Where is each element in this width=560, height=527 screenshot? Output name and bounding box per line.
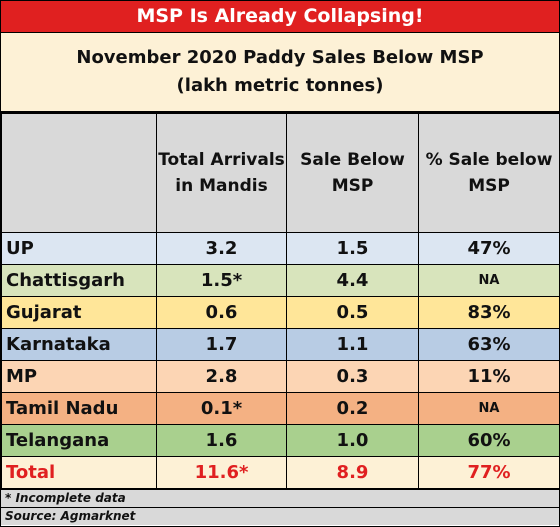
table-body: UP 3.2 1.5 47% Chattisgarh 1.5* 4.4 NA Gujarat 0.… — [1, 232, 560, 489]
table-subtitle: (lakh metric tonnes) — [176, 75, 384, 96]
table-row: Karnataka 1.7 1.1 63% — [1, 328, 560, 361]
table-row: Gujarat 0.6 0.5 83% — [1, 296, 560, 329]
table-row: UP 3.2 1.5 47% — [1, 232, 560, 265]
column-header-percent: % Sale below MSP — [418, 113, 560, 233]
below-msp-cell: 0.3 — [286, 360, 419, 393]
below-msp-cell: 0.5 — [286, 296, 419, 329]
below-msp-cell: 0.2 — [286, 392, 419, 425]
state-cell: Total — [1, 456, 157, 489]
state-cell: Telangana — [1, 424, 157, 457]
below-msp-cell: 4.4 — [286, 264, 419, 297]
percent-cell: 11% — [418, 360, 560, 393]
column-header-below-msp: Sale Below MSP — [286, 113, 419, 233]
percent-cell: 83% — [418, 296, 560, 329]
percent-cell: 77% — [418, 456, 560, 489]
percent-cell: NA — [418, 264, 560, 297]
arrivals-cell: 1.6 — [156, 424, 287, 457]
table-title-box: November 2020 Paddy Sales Below MSP (lak… — [1, 33, 559, 113]
state-cell: Chattisgarh — [1, 264, 157, 297]
header-row: Total Arrivals in Mandis Sale Below MSP … — [1, 113, 560, 233]
footnote-incomplete: * Incomplete data — [1, 489, 559, 507]
total-row: Total 11.6* 8.9 77% — [1, 456, 560, 489]
column-header-state — [1, 113, 157, 233]
data-table: Total Arrivals in Mandis Sale Below MSP … — [1, 113, 560, 489]
state-cell: UP — [1, 232, 157, 265]
percent-cell: 47% — [418, 232, 560, 265]
arrivals-cell: 0.1* — [156, 392, 287, 425]
table-title: November 2020 Paddy Sales Below MSP — [76, 47, 484, 68]
below-msp-cell: 1.5 — [286, 232, 419, 265]
state-cell: Gujarat — [1, 296, 157, 329]
table-row: Telangana 1.6 1.0 60% — [1, 424, 560, 457]
column-header-arrivals: Total Arrivals in Mandis — [156, 113, 287, 233]
table-row: MP 2.8 0.3 11% — [1, 360, 560, 393]
arrivals-cell: 11.6* — [156, 456, 287, 489]
table-row: Chattisgarh 1.5* 4.4 NA — [1, 264, 560, 297]
table-row: Tamil Nadu 0.1* 0.2 NA — [1, 392, 560, 425]
footnote-source: Source: Agmarknet — [1, 507, 559, 525]
arrivals-cell: 1.7 — [156, 328, 287, 361]
percent-cell: NA — [418, 392, 560, 425]
below-msp-cell: 1.0 — [286, 424, 419, 457]
below-msp-cell: 1.1 — [286, 328, 419, 361]
banner-title: MSP Is Already Collapsing! — [1, 1, 559, 33]
state-cell: MP — [1, 360, 157, 393]
state-cell: Karnataka — [1, 328, 157, 361]
percent-cell: 60% — [418, 424, 560, 457]
arrivals-cell: 1.5* — [156, 264, 287, 297]
below-msp-cell: 8.9 — [286, 456, 419, 489]
arrivals-cell: 3.2 — [156, 232, 287, 265]
arrivals-cell: 0.6 — [156, 296, 287, 329]
state-cell: Tamil Nadu — [1, 392, 157, 425]
percent-cell: 63% — [418, 328, 560, 361]
arrivals-cell: 2.8 — [156, 360, 287, 393]
